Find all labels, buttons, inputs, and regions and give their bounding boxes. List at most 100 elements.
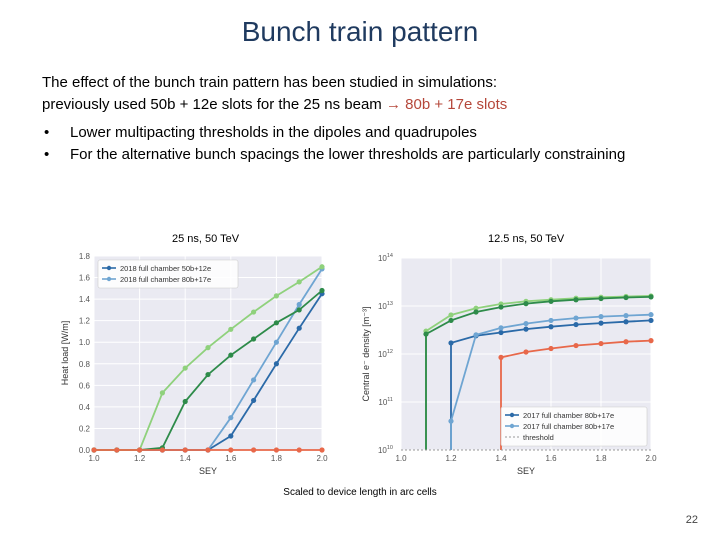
data-point xyxy=(319,447,325,453)
data-point xyxy=(648,312,654,318)
series-3 xyxy=(448,312,654,450)
page-number: 22 xyxy=(685,514,698,526)
data-point xyxy=(498,304,504,310)
data-point xyxy=(548,324,554,330)
bullet-item: • Lower multipacting thresholds in the di… xyxy=(42,122,702,144)
data-point xyxy=(182,398,188,405)
data-point xyxy=(273,320,279,326)
bullet-marker: • xyxy=(44,146,50,163)
data-point xyxy=(273,293,279,299)
intro-text: The effect of the bunch train pattern ha… xyxy=(42,72,692,116)
data-point xyxy=(448,317,454,324)
data-point xyxy=(598,314,604,320)
data-point xyxy=(182,447,188,453)
data-point xyxy=(573,315,579,321)
legend-entry: threshold xyxy=(523,433,554,442)
x-tick-label: 1.6 xyxy=(545,454,557,463)
data-point xyxy=(623,339,629,345)
y-tick-label: 1.2 xyxy=(79,317,91,326)
data-point xyxy=(251,397,257,404)
y-tick-label: 1010 xyxy=(378,445,393,455)
data-point xyxy=(623,294,629,301)
electron-density-chart: 1.0 1.2 1.4 1.6 1.8 2.0 1010 1011 1012 1013 1014 SE… xyxy=(361,253,657,476)
y-tick-label: 0.8 xyxy=(79,360,91,369)
data-point xyxy=(598,320,604,326)
data-point xyxy=(448,418,454,424)
x-tick-label: 1.4 xyxy=(180,454,192,463)
bullet-marker: • xyxy=(44,124,50,141)
data-point xyxy=(448,312,454,318)
data-point xyxy=(598,295,604,302)
x-tick-label: 2.0 xyxy=(316,454,328,463)
y-tick-label: 1.6 xyxy=(79,274,91,283)
series-4 xyxy=(498,338,654,450)
data-point xyxy=(228,326,234,332)
data-point xyxy=(573,321,579,328)
x-tick-label: 2.0 xyxy=(645,454,657,463)
data-point xyxy=(473,305,479,311)
x-tick-label: 1.8 xyxy=(271,454,283,463)
data-point xyxy=(498,325,504,331)
heat-load-chart: 1.0 1.2 1.4 1.6 1.8 2.0 0.0 0.2 0.4 0.6 0.8 1.0 1.2 1… xyxy=(60,252,328,476)
data-point xyxy=(159,390,165,396)
series-line xyxy=(500,339,652,450)
bullet-text: Lower multipacting thresholds in the dip… xyxy=(70,124,477,141)
data-point xyxy=(648,338,654,344)
x-tick-label: 1.6 xyxy=(225,454,237,463)
y-tick-label: 1013 xyxy=(378,301,393,311)
x-axis-label: SEY xyxy=(517,466,535,476)
data-point xyxy=(251,447,257,453)
x-tick-label: 1.0 xyxy=(88,454,100,463)
y-tick-label: 0.2 xyxy=(79,424,91,433)
data-point xyxy=(228,352,234,358)
x-tick-label: 1.4 xyxy=(495,454,507,463)
data-point xyxy=(319,264,325,270)
series-line xyxy=(450,319,652,450)
data-point xyxy=(251,309,257,315)
data-point xyxy=(182,365,188,371)
bullet-item: • For the alternative bunch spacings the … xyxy=(42,144,702,166)
data-point xyxy=(228,433,234,439)
data-point xyxy=(648,294,654,300)
data-point xyxy=(623,319,629,325)
intro-line-1: The effect of the bunch train pattern ha… xyxy=(42,74,498,91)
y-tick-label: 1.8 xyxy=(79,252,91,261)
y-tick-label: 1012 xyxy=(378,349,393,359)
right-chart-caption: 12.5 ns, 50 TeV xyxy=(488,233,565,245)
data-point xyxy=(548,345,554,352)
data-point xyxy=(523,301,529,307)
y-tick-label: 0.6 xyxy=(79,381,91,390)
data-point xyxy=(273,361,279,367)
legend-entry: 2018 full chamber 80b+17e xyxy=(120,275,211,284)
series-line xyxy=(450,313,652,450)
y-tick-label: 1.0 xyxy=(79,338,91,347)
data-point xyxy=(498,354,504,360)
data-point xyxy=(296,301,302,308)
data-point xyxy=(251,377,257,383)
data-point xyxy=(228,415,234,421)
intro-line-2-prefix: previously used 50b + 12e slots for the … xyxy=(42,96,386,113)
data-point xyxy=(137,447,143,453)
footnote: Scaled to device length in arc cells xyxy=(283,487,437,498)
data-point xyxy=(423,331,429,337)
data-point xyxy=(573,297,579,303)
data-point xyxy=(159,447,165,453)
arrow-icon: → xyxy=(385,96,401,113)
data-point xyxy=(91,447,97,453)
data-point xyxy=(523,349,529,355)
x-tick-label: 1.2 xyxy=(445,454,457,463)
x-tick-label: 1.0 xyxy=(395,454,407,463)
bullet-list: • Lower multipacting thresholds in the di… xyxy=(42,122,702,166)
y-axis-label: Central e⁻ density [m⁻³] xyxy=(361,306,371,401)
data-point xyxy=(205,345,211,351)
data-point xyxy=(296,279,302,285)
data-point xyxy=(296,447,302,453)
series-4 xyxy=(91,447,325,453)
data-point xyxy=(523,320,529,327)
data-point xyxy=(273,339,279,345)
legend: 2018 full chamber 50b+12e 2018 full chamb… xyxy=(97,259,239,289)
data-point xyxy=(573,342,579,349)
legend: 2017 full chamber 80b+17e 2017 full chamb… xyxy=(500,406,648,447)
data-point xyxy=(548,298,554,304)
data-point xyxy=(205,371,211,378)
